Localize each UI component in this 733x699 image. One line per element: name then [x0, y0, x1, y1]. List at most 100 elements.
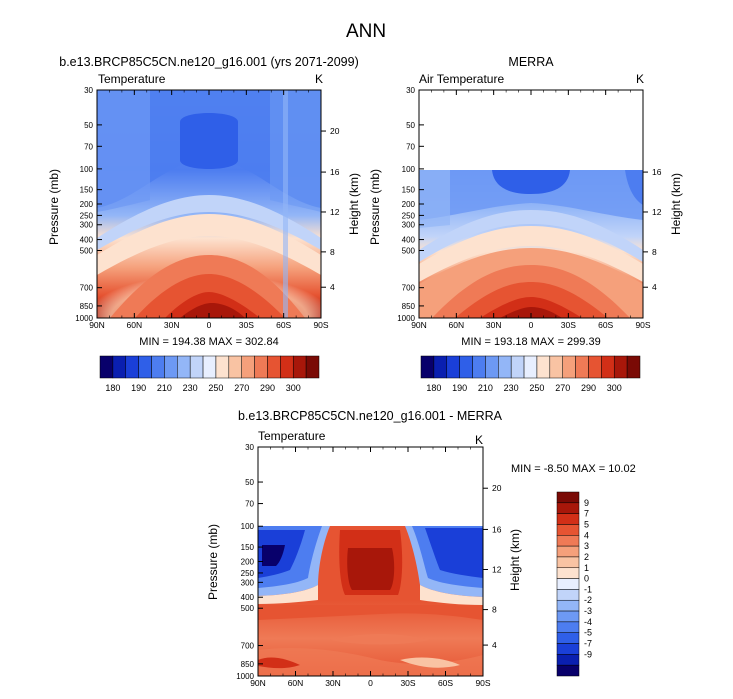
height-tick-label: 8 [652, 247, 657, 257]
colorbar-swatch [613, 355, 628, 379]
x-tick-label: 60S [598, 320, 613, 330]
height-tick-label: 4 [330, 282, 335, 292]
colorbar-swatch [177, 355, 191, 379]
x-tick-label: 60S [276, 320, 291, 330]
x-tick-label: 30N [164, 320, 180, 330]
height-tick-label: 12 [652, 207, 662, 217]
colorbar-swatch [510, 355, 525, 379]
colorbar-label: 230 [504, 383, 519, 393]
y-tick-label: 200 [80, 200, 94, 209]
panel-title: MERRA [508, 55, 554, 69]
y-tick-label: 70 [84, 142, 93, 151]
colorbar-swatch [626, 355, 641, 379]
y-tick-label: 50 [84, 121, 93, 130]
colorbar-label: -1 [584, 584, 592, 594]
colorbar-label: 9 [584, 498, 589, 508]
y-tick-label: 500 [241, 604, 255, 613]
height-tick-label: 8 [330, 247, 335, 257]
colorbar-swatch [556, 589, 580, 601]
y-tick-label: 400 [80, 236, 94, 245]
x-tick-label: 60S [438, 678, 453, 688]
colorbar-label: 2 [584, 552, 589, 562]
y-tick-label: 500 [402, 247, 416, 256]
y-tick-label: 100 [402, 165, 416, 174]
colorbar-swatch [254, 355, 268, 379]
height-tick-label: 20 [330, 126, 340, 136]
colorbar-label: 180 [105, 383, 120, 393]
y-tick-label: 400 [402, 236, 416, 245]
colorbar-swatch [485, 355, 499, 379]
colorbar-swatch [305, 355, 320, 379]
colorbar-label: -7 [584, 639, 592, 649]
panel-title: b.e13.BRCP85C5CN.ne120_g16.001 - MERRA [238, 409, 503, 423]
x-tick-label: 60N [288, 678, 304, 688]
colorbar-swatch [138, 355, 152, 379]
colorbar-swatch [549, 355, 563, 379]
colorbar-label: 0 [584, 574, 589, 584]
x-tick-label: 90N [411, 320, 427, 330]
colorbar-swatch [189, 355, 204, 379]
x-tick-label: 0 [207, 320, 212, 330]
panel-difference: b.e13.BRCP85C5CN.ne120_g16.001 - MERRA T… [206, 409, 636, 677]
units-label: K [475, 433, 483, 447]
height-tick-label: 16 [330, 167, 340, 177]
y-axis-label: Pressure (mb) [47, 169, 61, 245]
colorbar-swatch [556, 610, 580, 623]
y-tick-label: 100 [80, 165, 94, 174]
colorbar-swatch [556, 513, 580, 525]
colorbar-swatch [164, 355, 178, 379]
colorbar-swatch [215, 355, 230, 379]
colorbar-swatch [433, 355, 448, 379]
x-tick-label: 90S [475, 678, 490, 688]
height-tick-label: 16 [492, 524, 502, 534]
colorbar-label: 5 [584, 519, 589, 529]
colorbar-swatch [556, 567, 580, 579]
contour-field [418, 89, 644, 319]
y-tick-label: 250 [241, 569, 255, 578]
x-tick-label: 30S [561, 320, 576, 330]
colorbar-label: -4 [584, 617, 592, 627]
y-axis-label-right: Height (km) [347, 173, 361, 235]
colorbar-label: -9 [584, 649, 592, 659]
contour-field [96, 89, 322, 319]
colorbar-swatch [498, 355, 512, 379]
contour-field [257, 446, 484, 677]
y-tick-label: 1000 [397, 314, 415, 323]
colorbar-label: 300 [607, 383, 622, 393]
variable-label: Air Temperature [419, 72, 504, 86]
stats-label: MIN = 194.38 MAX = 302.84 [139, 336, 278, 348]
y-tick-label: 70 [406, 142, 415, 151]
y-tick-label: 850 [402, 302, 416, 311]
y-tick-label: 250 [402, 211, 416, 220]
colorbar-label: 290 [260, 383, 275, 393]
colorbar-label: 180 [426, 383, 441, 393]
y-axis-label-right: Height (km) [669, 173, 683, 235]
height-tick-label: 12 [330, 207, 340, 217]
colorbar-label: 1 [584, 563, 589, 573]
colorbar-swatch [241, 355, 255, 379]
colorbar-label: 270 [555, 383, 570, 393]
height-tick-label: 20 [492, 483, 502, 493]
y-tick-label: 50 [245, 478, 254, 487]
y-tick-label: 700 [402, 284, 416, 293]
colorbar-swatch [280, 355, 294, 379]
y-tick-label: 400 [241, 593, 255, 602]
y-tick-label: 300 [80, 221, 94, 230]
colorbar-swatch [472, 355, 486, 379]
y-axis-label-right: Height (km) [508, 529, 522, 591]
y-tick-label: 850 [80, 302, 94, 311]
colorbar-swatch [125, 355, 139, 379]
y-tick-label: 150 [402, 186, 416, 195]
colorbar-swatch [601, 355, 615, 379]
colorbar-swatch [575, 355, 589, 379]
y-tick-label: 100 [241, 522, 255, 531]
units-label: K [636, 72, 644, 86]
height-tick-label: 8 [492, 605, 497, 615]
colorbar-label: 230 [183, 383, 198, 393]
colorbar-swatch [151, 355, 165, 379]
colorbar-label: -3 [584, 606, 592, 616]
height-tick-label: 4 [652, 282, 657, 292]
colorbar-swatch [556, 599, 580, 612]
height-tick-label: 16 [652, 167, 662, 177]
y-axis-label: Pressure (mb) [206, 524, 220, 600]
